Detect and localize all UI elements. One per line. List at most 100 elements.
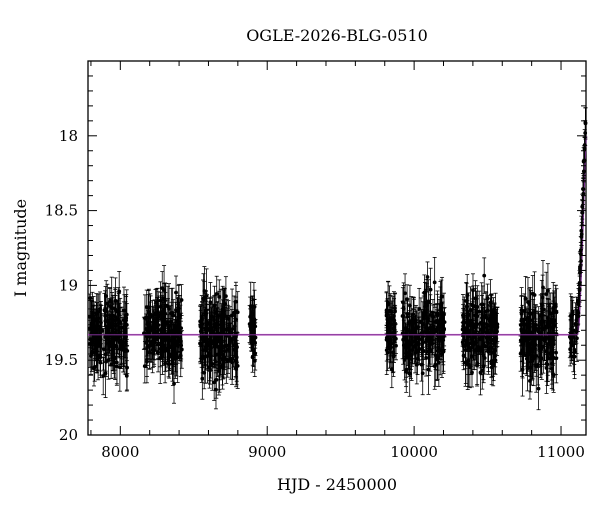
data-point [156,350,161,355]
data-point [568,336,573,341]
data-point [201,348,206,353]
data-point [250,311,255,316]
y-tick-labels: 18 18.5 19 19.5 20 [45,127,78,444]
data-point [525,366,530,371]
data-point [109,300,114,305]
data-point [169,330,174,335]
y-tick-label: 19.5 [45,351,78,369]
data-point [551,342,556,347]
data-point [416,341,421,346]
data-point [541,285,545,290]
data-point [467,365,472,370]
data-point [432,364,437,369]
y-tick-label: 20 [59,426,78,444]
data-point [391,354,396,359]
data-point [410,327,415,332]
data-point [581,187,585,191]
data-point [115,364,119,369]
data-point [198,341,203,346]
data-point [421,349,426,353]
data-point [92,323,96,328]
data-point [495,329,499,334]
data-point [583,121,588,126]
data-point [465,328,470,333]
data-point [407,371,412,376]
data-point [103,313,108,318]
data-point [538,355,543,360]
data-point [89,350,94,355]
data-point [548,311,553,316]
x-tick-label: 9000 [248,443,286,461]
data-point [580,210,585,215]
data-point [493,336,497,341]
data-point [235,345,239,349]
data-point [163,303,168,308]
data-point [428,287,433,292]
data-point [252,359,257,363]
data-point [220,365,225,370]
data-point [208,300,213,305]
data-point [234,309,238,314]
data-point [420,371,425,376]
axis-ticks [88,61,586,436]
data-point [414,362,419,367]
data-point [200,376,205,381]
data-point [489,316,494,321]
data-point [435,357,439,362]
data-point [554,310,559,315]
data-point [179,298,184,302]
data-point [117,365,122,370]
data-point [221,307,226,312]
data-point [111,343,116,348]
data-point [150,347,155,352]
data-point [214,377,219,382]
data-point [482,325,487,330]
data-point [212,340,217,345]
data-point [105,301,110,306]
data-point [435,313,440,318]
data-point [440,294,444,299]
data-point [174,290,178,295]
x-tick-label: 10000 [390,443,438,461]
data-point [466,358,470,363]
data-point [231,347,236,352]
data-point [479,347,484,352]
data-point [523,322,528,327]
data-point [409,357,414,362]
data-point [417,307,422,311]
data-point [200,317,204,322]
data-point [484,331,489,335]
data-points [87,107,588,411]
data-point [579,234,584,239]
data-point [167,352,172,357]
data-point [401,306,406,311]
data-point [442,320,447,325]
data-point [222,355,227,360]
y-tick-label: 18.5 [45,202,78,220]
data-point [216,345,220,349]
data-point [545,316,550,320]
data-point [115,317,120,322]
data-point [393,309,397,314]
data-point [543,326,548,330]
data-point [212,380,217,385]
data-point [98,337,103,342]
y-tick-label: 18 [59,127,78,145]
data-point [523,296,528,301]
data-point [530,348,535,353]
plot-frame [87,60,587,436]
data-point [544,361,549,366]
data-point [106,336,111,341]
data-point [248,314,253,319]
data-point [428,312,433,317]
data-point [464,299,469,303]
data-point [464,304,469,309]
data-point [405,314,410,319]
data-point [97,341,102,346]
data-point [539,322,544,327]
data-point [541,336,546,341]
data-point [165,336,170,341]
data-point [481,364,486,369]
data-point [546,356,550,361]
